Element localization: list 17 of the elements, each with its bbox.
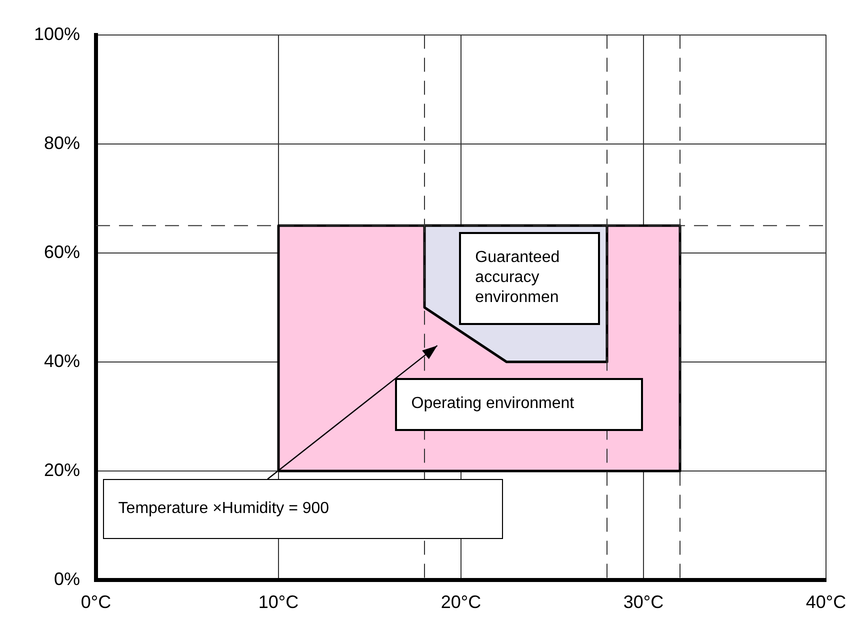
annotation: Temperature ×Humidity = 900 (118, 499, 330, 520)
y-tick-label: 100% (34, 24, 80, 44)
y-tick-label: 60% (44, 242, 80, 262)
x-tick-label: 10°C (258, 592, 299, 612)
x-tick-label: 30°C (623, 592, 664, 612)
annotation: Guaranteed accuracy environmen (475, 248, 561, 308)
annotation: Operating environment (411, 394, 574, 414)
text-box: Guaranteed accuracy environmen (459, 232, 600, 325)
y-tick-label: 0% (54, 568, 80, 589)
y-tick-label: 20% (44, 460, 80, 480)
y-tick-label: 40% (44, 350, 80, 371)
text-box: Temperature ×Humidity = 900 (103, 479, 503, 540)
x-tick-label: 0°C (80, 592, 112, 612)
x-tick-label: 20°C (440, 592, 482, 612)
text-box: Operating environment (395, 378, 644, 431)
x-tick-label: 40°C (806, 592, 846, 612)
y-tick-label: 80% (44, 132, 80, 153)
